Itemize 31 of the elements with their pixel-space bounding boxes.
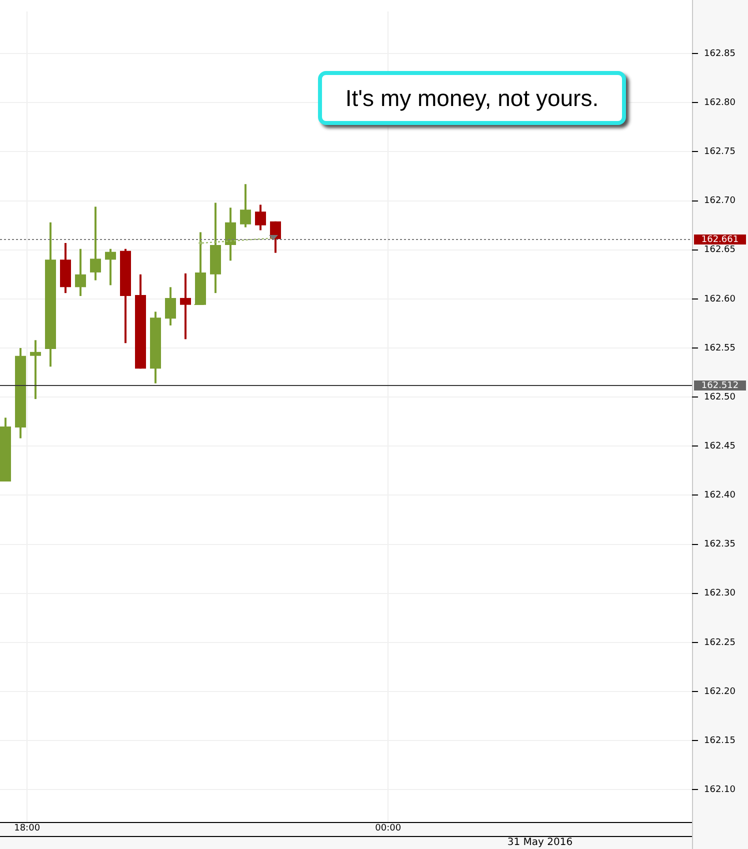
- y-tick-label: 162.45: [704, 441, 736, 452]
- candlestick: [165, 286, 176, 326]
- y-tick-label: 162.65: [704, 245, 736, 256]
- y-tick-label: 162.40: [704, 490, 736, 501]
- y-tick-label: 162.25: [704, 638, 736, 648]
- y-tick-label: 162.20: [704, 686, 736, 697]
- annotation: It's my money, not yours.: [318, 71, 626, 125]
- y-tick-label: 162.70: [704, 196, 736, 206]
- y-tick-label: 162.85: [704, 48, 736, 59]
- candlestick: [90, 206, 101, 282]
- y-tick-label: 162.30: [704, 588, 736, 599]
- x-tick-label: 18:00: [14, 824, 40, 834]
- candlestick: [225, 206, 236, 262]
- text: 31 May 2016: [506, 837, 574, 848]
- ref-line-label: 162.661: [701, 234, 739, 245]
- y-tick-label: 162.15: [704, 736, 736, 746]
- y-tick-label: 162.50: [704, 392, 736, 402]
- candlestick: [75, 248, 86, 297]
- y-tick-label: 162.75: [704, 147, 736, 158]
- y-tick-label: 162.35: [704, 540, 736, 550]
- y-tick-label: 162.10: [704, 784, 736, 795]
- candlestick: [255, 204, 266, 232]
- x-tick-label: 00:00: [375, 824, 402, 834]
- candlestick: [105, 248, 116, 286]
- candlestick: [240, 183, 251, 228]
- y-tick-label: 162.80: [704, 98, 736, 108]
- y-tick-label: 162.60: [704, 294, 736, 304]
- y-tick-label: 162.55: [704, 343, 736, 354]
- candlestick: [30, 339, 41, 400]
- ref-line-label: 162.512: [701, 380, 739, 391]
- candlestick: [180, 272, 191, 340]
